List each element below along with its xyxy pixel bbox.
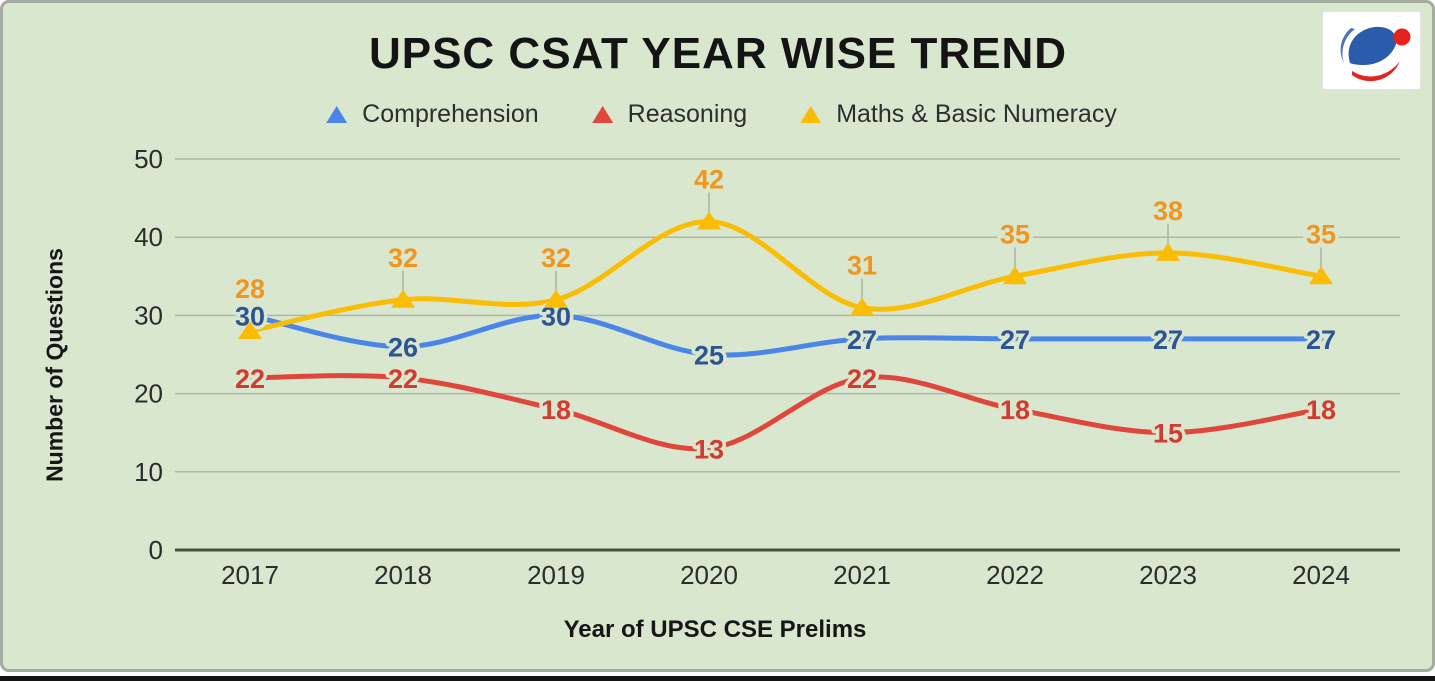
legend-label-reasoning: Reasoning — [627, 100, 748, 128]
data-label-reasoning: 22 — [388, 364, 418, 394]
triangle-marker — [391, 289, 415, 308]
brand-logo — [1322, 11, 1421, 90]
x-tick-label: 2024 — [1292, 560, 1350, 590]
triangle-marker — [1309, 266, 1333, 285]
x-tick-label: 2017 — [221, 560, 279, 590]
data-label-reasoning: 18 — [541, 395, 571, 425]
series-line-comprehension — [247, 312, 1324, 358]
y-tick-label: 30 — [134, 300, 163, 330]
triangle-marker — [850, 297, 874, 316]
data-label-maths-basic-numeracy: 32 — [541, 243, 571, 273]
x-tick-label: 2023 — [1139, 560, 1197, 590]
data-label-maths-basic-numeracy: 31 — [847, 251, 877, 281]
legend-label-comprehension: Comprehension — [362, 100, 539, 128]
triangle-marker — [697, 211, 721, 230]
data-label-comprehension: 27 — [847, 325, 877, 355]
triangle-marker-icon — [326, 106, 348, 123]
brand-swoosh-logo-icon — [1340, 26, 1411, 81]
data-label-reasoning: 22 — [847, 364, 877, 394]
data-label-reasoning: 18 — [1000, 395, 1030, 425]
legend: Comprehension Reasoning Maths & Basic Nu… — [325, 100, 1117, 129]
x-tick-label: 2021 — [833, 560, 891, 590]
data-label-comprehension: 26 — [388, 333, 418, 363]
x-tick-label: 2019 — [527, 560, 585, 590]
x-tick-label: 2018 — [374, 560, 432, 590]
data-label-maths-basic-numeracy: 42 — [694, 165, 724, 195]
data-label-reasoning: 22 — [235, 364, 265, 394]
data-label-comprehension: 27 — [1000, 325, 1030, 355]
data-label-maths-basic-numeracy: 38 — [1153, 196, 1183, 226]
legend-item-reasoning: Reasoning — [591, 100, 748, 129]
y-tick-label: 40 — [134, 222, 163, 252]
triangle-marker — [1003, 266, 1027, 285]
series-line-maths-basic-numeracy — [247, 219, 1324, 334]
data-label-comprehension: 27 — [1153, 325, 1183, 355]
legend-item-comprehension: Comprehension — [325, 100, 539, 129]
data-label-reasoning: 15 — [1153, 419, 1183, 449]
data-label-maths-basic-numeracy: 32 — [388, 243, 418, 273]
legend-label-maths: Maths & Basic Numeracy — [836, 100, 1117, 128]
y-tick-label: 50 — [134, 144, 163, 174]
data-label-comprehension: 27 — [1306, 325, 1336, 355]
chart-title: UPSC CSAT YEAR WISE TREND — [368, 29, 1068, 78]
trend-chart: 0 10 20 30 40 50 2017 2018 2019 2020 2021 2022 2023 2… — [134, 144, 1400, 590]
triangle-marker-icon — [591, 106, 613, 123]
data-label-reasoning: 13 — [694, 434, 724, 464]
y-tick-label: 20 — [134, 379, 163, 409]
bottom-border-bar — [0, 676, 1435, 681]
x-tick-label: 2022 — [986, 560, 1044, 590]
data-label-maths-basic-numeracy: 28 — [235, 274, 265, 304]
y-tick-label: 10 — [134, 457, 163, 487]
triangle-marker — [1156, 242, 1180, 261]
series-line-reasoning — [247, 373, 1324, 452]
triangle-marker — [238, 321, 262, 340]
data-label-maths-basic-numeracy: 35 — [1306, 219, 1336, 249]
data-label-reasoning: 18 — [1306, 395, 1336, 425]
triangle-marker-icon — [800, 106, 822, 123]
data-label-comprehension: 25 — [694, 341, 724, 371]
y-tick-label: 0 — [149, 535, 163, 565]
x-axis-title: Year of UPSC CSE Prelims — [563, 616, 867, 643]
triangle-marker — [544, 289, 568, 308]
legend-item-maths: Maths & Basic Numeracy — [799, 100, 1117, 129]
data-label-maths-basic-numeracy: 35 — [1000, 219, 1030, 249]
x-tick-label: 2020 — [680, 560, 738, 590]
